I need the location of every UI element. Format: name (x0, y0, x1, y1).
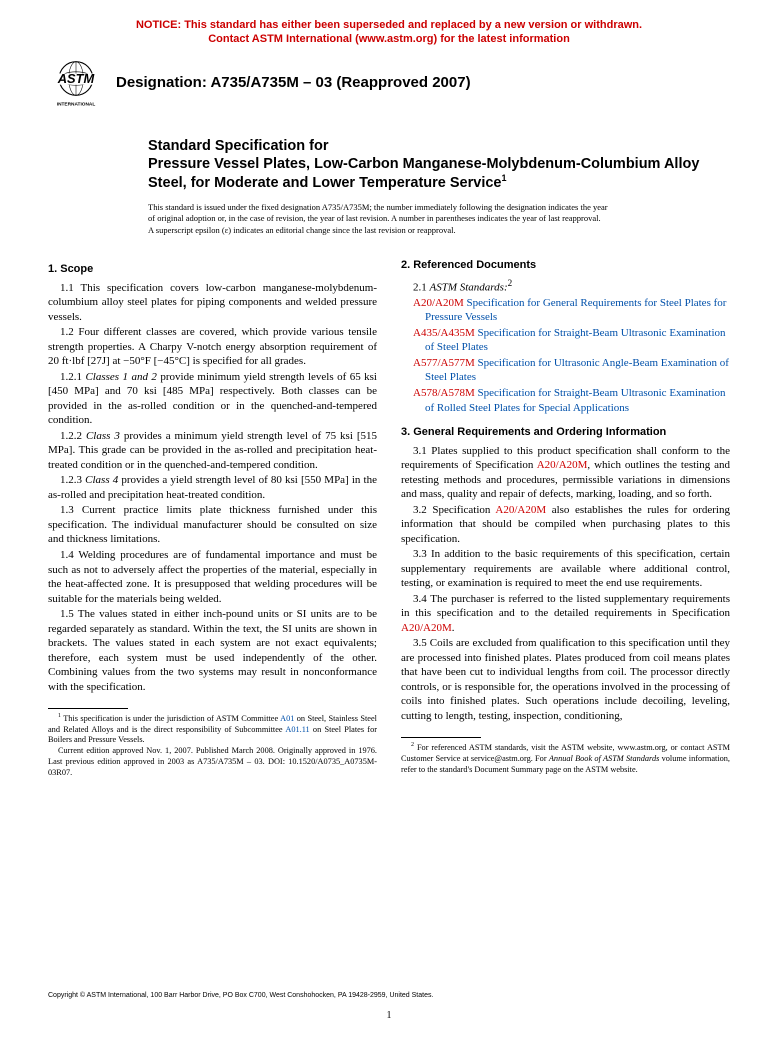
astm-logo: ASTM INTERNATIONAL (48, 55, 104, 111)
body-columns: 1. Scope 1.1 This specification covers l… (48, 258, 730, 778)
general-head: 3. General Requirements and Ordering Inf… (401, 425, 730, 440)
ref-item: A577/A577M Specification for Ultrasonic … (413, 356, 730, 385)
footnote-rule-left (48, 708, 128, 709)
para-3-1: 3.1 Plates supplied to this product spec… (401, 444, 730, 502)
title-main: Pressure Vessel Plates, Low-Carbon Manga… (148, 155, 730, 192)
title-block: Standard Specification for Pressure Vess… (148, 137, 730, 192)
copyright: Copyright © ASTM International, 100 Barr… (48, 992, 433, 999)
refdocs-head: 2. Referenced Documents (401, 258, 730, 273)
notice-line2: Contact ASTM International (www.astm.org… (208, 33, 570, 45)
para-1-2-1: 1.2.1 Classes 1 and 2 provide minimum yi… (48, 370, 377, 428)
svg-text:INTERNATIONAL: INTERNATIONAL (57, 101, 96, 107)
ref-item: A578/A578M Specification for Straight-Be… (413, 386, 730, 415)
para-1-2-2: 1.2.2 Class 3 provides a minimum yield s… (48, 429, 377, 473)
footnote-1b: Current edition approved Nov. 1, 2007. P… (48, 746, 377, 778)
header-row: ASTM INTERNATIONAL Designation: A735/A73… (48, 55, 730, 111)
ref-item: A20/A20M Specification for General Requi… (413, 296, 730, 325)
svg-text:ASTM: ASTM (57, 71, 95, 86)
para-1-2-3: 1.2.3 Class 4 provides a yield strength … (48, 473, 377, 502)
refdocs-sub: 2.1 ASTM Standards:2 (401, 277, 730, 295)
footnote-rule-right (401, 737, 481, 738)
para-1-3: 1.3 Current practice limits plate thickn… (48, 503, 377, 547)
para-1-5: 1.5 The values stated in either inch-pou… (48, 607, 377, 694)
footnote-2: 2 For referenced ASTM standards, visit t… (401, 742, 730, 775)
footnote-1: 1 This specification is under the jurisd… (48, 713, 377, 746)
notice-line1: NOTICE: This standard has either been su… (136, 19, 642, 31)
notice-banner: NOTICE: This standard has either been su… (48, 18, 730, 47)
designation: Designation: A735/A735M – 03 (Reapproved… (116, 74, 471, 91)
page-number: 1 (387, 1010, 392, 1021)
ref-item: A435/A435M Specification for Straight-Be… (413, 326, 730, 355)
para-3-3: 3.3 In addition to the basic requirement… (401, 547, 730, 591)
para-1-4: 1.4 Welding procedures are of fundamenta… (48, 548, 377, 606)
right-column: 2. Referenced Documents 2.1 ASTM Standar… (401, 258, 730, 778)
para-3-2: 3.2 Specification A20/A20M also establis… (401, 503, 730, 547)
para-1-1: 1.1 This specification covers low-carbon… (48, 281, 377, 325)
issuance-note: This standard is issued under the fixed … (148, 202, 730, 236)
scope-head: 1. Scope (48, 262, 377, 277)
title-label: Standard Specification for (148, 137, 730, 155)
left-column: 1. Scope 1.1 This specification covers l… (48, 258, 377, 778)
para-3-5: 3.5 Coils are excluded from qualificatio… (401, 636, 730, 723)
para-3-4: 3.4 The purchaser is referred to the lis… (401, 592, 730, 636)
para-1-2: 1.2 Four different classes are covered, … (48, 325, 377, 369)
